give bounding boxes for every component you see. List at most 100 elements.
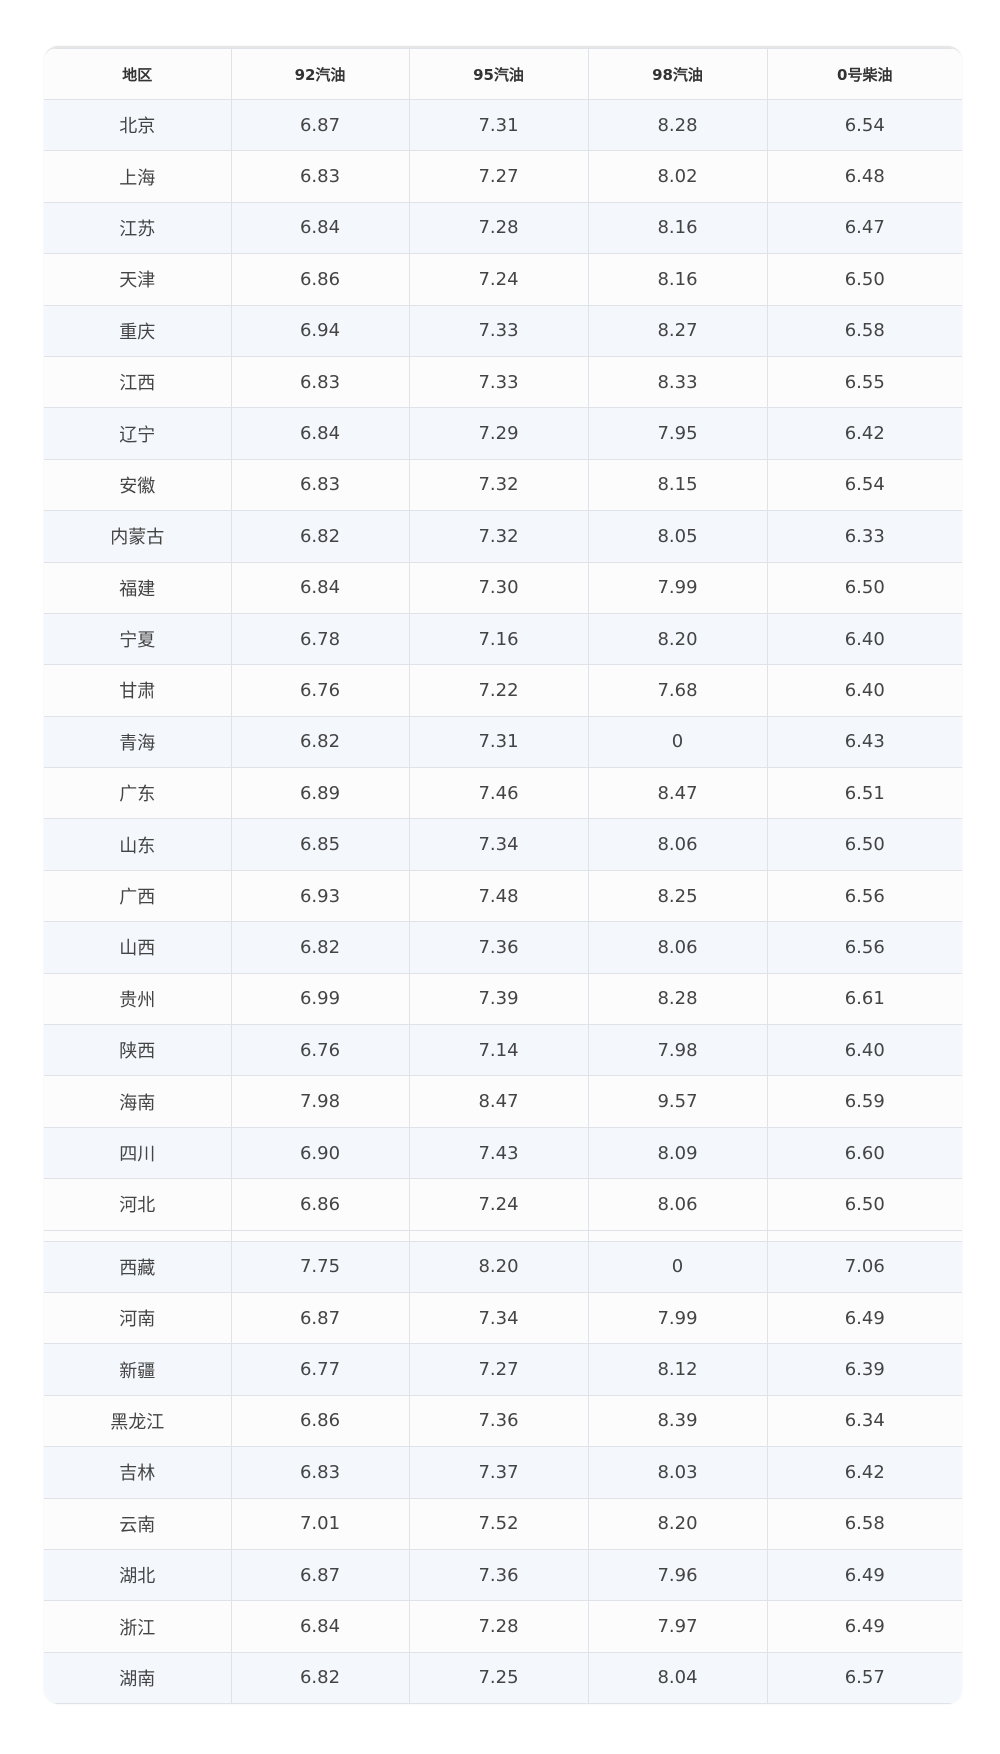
cell-95-gasoline: 7.39	[408, 972, 589, 1026]
cell-92-gasoline: 6.82	[230, 510, 410, 563]
cell-92-gasoline: 6.84	[230, 561, 410, 614]
cell-region: 内蒙古	[44, 510, 232, 563]
cell-92-gasoline: 6.99	[230, 972, 410, 1026]
table-row: 天津 6.86 7.24 8.16 6.50	[44, 253, 962, 306]
cell-92-gasoline: 6.83	[230, 1446, 410, 1499]
table-row: 北京 6.87 7.31 8.28 6.54	[44, 98, 962, 152]
table-row: 甘肃 6.76 7.22 7.68 6.40	[44, 664, 962, 717]
cell-region: 云南	[44, 1497, 232, 1550]
cell-region: 宁夏	[44, 612, 232, 666]
cell-0-diesel: 6.50	[766, 253, 962, 306]
table-row: 宁夏 6.78 7.16 8.20 6.40	[44, 612, 962, 666]
cell-95-gasoline: 7.22	[408, 664, 589, 717]
cell-98-gasoline: 8.12	[587, 1343, 768, 1396]
cell-0-diesel: 6.42	[766, 407, 962, 460]
empty-cell	[230, 1229, 410, 1242]
cell-0-diesel: 6.56	[766, 921, 962, 974]
cell-0-diesel: 6.58	[766, 304, 962, 357]
cell-98-gasoline: 0	[587, 1240, 768, 1293]
cell-98-gasoline: 8.16	[587, 253, 768, 306]
table-row: 河北 6.86 7.24 8.06 6.50	[44, 1178, 962, 1231]
cell-0-diesel: 7.06	[766, 1240, 962, 1293]
cell-region: 天津	[44, 253, 232, 306]
fuel-price-table: 地区 92汽油 95汽油 98汽油 0号柴油 北京 6.87 7.31 8.28 6.5…	[44, 48, 962, 1705]
cell-95-gasoline: 8.20	[408, 1240, 589, 1293]
cell-region: 河北	[44, 1178, 232, 1231]
cell-95-gasoline: 7.46	[408, 767, 589, 820]
cell-95-gasoline: 7.32	[408, 458, 589, 512]
cell-92-gasoline: 6.84	[230, 201, 410, 255]
cell-95-gasoline: 7.52	[408, 1497, 589, 1550]
cell-0-diesel: 6.39	[766, 1343, 962, 1396]
cell-98-gasoline: 7.97	[587, 1600, 768, 1653]
cell-95-gasoline: 7.36	[408, 1548, 589, 1602]
cell-0-diesel: 6.43	[766, 715, 962, 769]
cell-92-gasoline: 6.85	[230, 818, 410, 871]
cell-95-gasoline: 7.24	[408, 1178, 589, 1231]
cell-92-gasoline: 6.76	[230, 1024, 410, 1077]
cell-98-gasoline: 7.99	[587, 1291, 768, 1345]
cell-98-gasoline: 8.06	[587, 921, 768, 974]
cell-98-gasoline: 9.57	[587, 1075, 768, 1128]
cell-92-gasoline: 6.86	[230, 1394, 410, 1448]
cell-92-gasoline: 6.87	[230, 1291, 410, 1345]
table-row: 上海 6.83 7.27 8.02 6.48	[44, 150, 962, 203]
cell-0-diesel: 6.50	[766, 1178, 962, 1231]
cell-region: 湖南	[44, 1651, 232, 1705]
cell-0-diesel: 6.61	[766, 972, 962, 1026]
cell-95-gasoline: 7.43	[408, 1126, 589, 1180]
cell-95-gasoline: 7.37	[408, 1446, 589, 1499]
cell-98-gasoline: 8.33	[587, 355, 768, 409]
cell-region: 海南	[44, 1075, 232, 1128]
header-95-gasoline: 95汽油	[408, 48, 589, 100]
cell-95-gasoline: 7.14	[408, 1024, 589, 1077]
cell-92-gasoline: 6.86	[230, 1178, 410, 1231]
cell-region: 江苏	[44, 201, 232, 255]
cell-95-gasoline: 7.32	[408, 510, 589, 563]
cell-0-diesel: 6.59	[766, 1075, 962, 1128]
cell-95-gasoline: 7.34	[408, 818, 589, 871]
cell-0-diesel: 6.56	[766, 869, 962, 923]
cell-region: 甘肃	[44, 664, 232, 717]
cell-92-gasoline: 7.01	[230, 1497, 410, 1550]
cell-95-gasoline: 7.33	[408, 304, 589, 357]
cell-98-gasoline: 7.95	[587, 407, 768, 460]
table-row: 西藏 7.75 8.20 0 7.06	[44, 1240, 962, 1293]
empty-cell	[766, 1229, 962, 1242]
cell-region: 广西	[44, 869, 232, 923]
cell-92-gasoline: 6.78	[230, 612, 410, 666]
table-row: 河南 6.87 7.34 7.99 6.49	[44, 1291, 962, 1345]
cell-92-gasoline: 6.83	[230, 150, 410, 203]
cell-0-diesel: 6.34	[766, 1394, 962, 1448]
table-row: 江苏 6.84 7.28 8.16 6.47	[44, 201, 962, 255]
cell-95-gasoline: 7.34	[408, 1291, 589, 1345]
cell-98-gasoline: 8.25	[587, 869, 768, 923]
cell-region: 福建	[44, 561, 232, 614]
cell-0-diesel: 6.49	[766, 1548, 962, 1602]
cell-region: 安徽	[44, 458, 232, 512]
cell-region: 山西	[44, 921, 232, 974]
table-row: 安徽 6.83 7.32 8.15 6.54	[44, 458, 962, 512]
empty-cell	[44, 1229, 232, 1242]
table-row: 广西 6.93 7.48 8.25 6.56	[44, 869, 962, 923]
cell-0-diesel: 6.60	[766, 1126, 962, 1180]
cell-98-gasoline: 7.96	[587, 1548, 768, 1602]
table-row: 海南 7.98 8.47 9.57 6.59	[44, 1075, 962, 1128]
cell-region: 辽宁	[44, 407, 232, 460]
cell-92-gasoline: 6.86	[230, 253, 410, 306]
cell-0-diesel: 6.47	[766, 201, 962, 255]
table-row: 山西 6.82 7.36 8.06 6.56	[44, 921, 962, 974]
table-header-row: 地区 92汽油 95汽油 98汽油 0号柴油	[44, 48, 962, 100]
cell-92-gasoline: 6.90	[230, 1126, 410, 1180]
cell-98-gasoline: 8.28	[587, 98, 768, 152]
header-92-gasoline: 92汽油	[230, 48, 410, 100]
header-0-diesel: 0号柴油	[766, 48, 962, 100]
table-row: 云南 7.01 7.52 8.20 6.58	[44, 1497, 962, 1550]
cell-98-gasoline: 0	[587, 715, 768, 769]
table-row: 江西 6.83 7.33 8.33 6.55	[44, 355, 962, 409]
cell-95-gasoline: 7.30	[408, 561, 589, 614]
header-region: 地区	[44, 48, 232, 100]
cell-92-gasoline: 6.83	[230, 458, 410, 512]
table-row: 内蒙古 6.82 7.32 8.05 6.33	[44, 510, 962, 563]
cell-98-gasoline: 8.09	[587, 1126, 768, 1180]
